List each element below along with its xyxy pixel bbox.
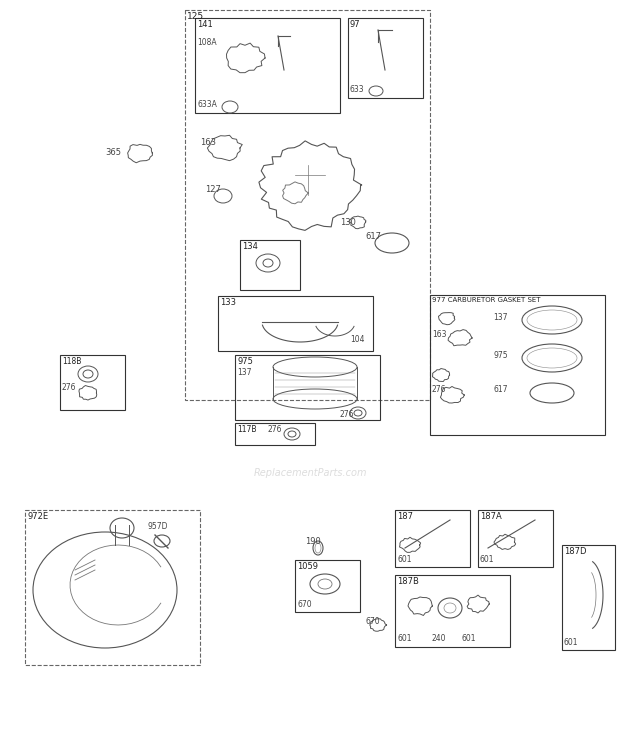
Text: 187: 187 (397, 512, 413, 521)
Text: 187B: 187B (397, 577, 419, 586)
Text: 617: 617 (365, 232, 381, 241)
Bar (395, 575, 510, 647)
Text: 127: 127 (205, 185, 221, 194)
Bar (60, 355, 125, 410)
Text: 137: 137 (493, 313, 508, 322)
Bar (235, 423, 315, 445)
Bar (395, 510, 470, 567)
Text: 104: 104 (350, 335, 365, 344)
Text: 601: 601 (462, 634, 477, 643)
Text: 137: 137 (237, 368, 252, 377)
Text: 163: 163 (432, 330, 446, 339)
Bar (240, 240, 300, 290)
Text: 240: 240 (432, 634, 446, 643)
Text: 975: 975 (493, 351, 508, 360)
Bar (218, 296, 373, 351)
Text: 633A: 633A (197, 100, 217, 109)
Text: 108A: 108A (197, 38, 216, 47)
Bar (235, 355, 380, 420)
Text: 276: 276 (62, 383, 76, 392)
Text: 972E: 972E (27, 512, 48, 521)
Text: 670: 670 (365, 617, 379, 626)
Text: 276: 276 (268, 425, 283, 434)
Text: 276: 276 (432, 385, 446, 394)
Text: 601: 601 (480, 555, 495, 564)
Text: 163: 163 (200, 138, 216, 147)
Text: 190: 190 (305, 537, 321, 546)
Bar (25, 510, 200, 665)
Text: 617: 617 (493, 385, 508, 394)
Text: 975: 975 (237, 357, 253, 366)
Text: 133: 133 (220, 298, 236, 307)
Bar (348, 18, 423, 98)
Bar (430, 295, 605, 435)
Text: 130: 130 (340, 218, 356, 227)
Text: 118B: 118B (62, 357, 81, 366)
Text: 187A: 187A (480, 512, 502, 521)
Text: 601: 601 (397, 555, 412, 564)
Text: 134: 134 (242, 242, 258, 251)
Text: 125: 125 (187, 12, 204, 21)
Bar (478, 510, 553, 567)
Text: 187D: 187D (564, 547, 587, 556)
Bar (295, 560, 360, 612)
Text: 601: 601 (564, 638, 578, 647)
Text: 601: 601 (397, 634, 412, 643)
Text: 957D: 957D (148, 522, 169, 531)
Text: ReplacementParts.com: ReplacementParts.com (253, 468, 367, 478)
Bar (562, 545, 615, 650)
Text: 977 CARBURETOR GASKET SET: 977 CARBURETOR GASKET SET (432, 297, 541, 303)
Text: 141: 141 (197, 20, 213, 29)
Text: 365: 365 (105, 148, 121, 157)
Text: 670: 670 (297, 600, 312, 609)
Bar (195, 18, 340, 113)
Bar (185, 10, 430, 400)
Text: 1059: 1059 (297, 562, 318, 571)
Text: 276: 276 (340, 410, 355, 419)
Text: 117B: 117B (237, 425, 257, 434)
Text: 97: 97 (350, 20, 361, 29)
Text: 633: 633 (350, 85, 365, 94)
